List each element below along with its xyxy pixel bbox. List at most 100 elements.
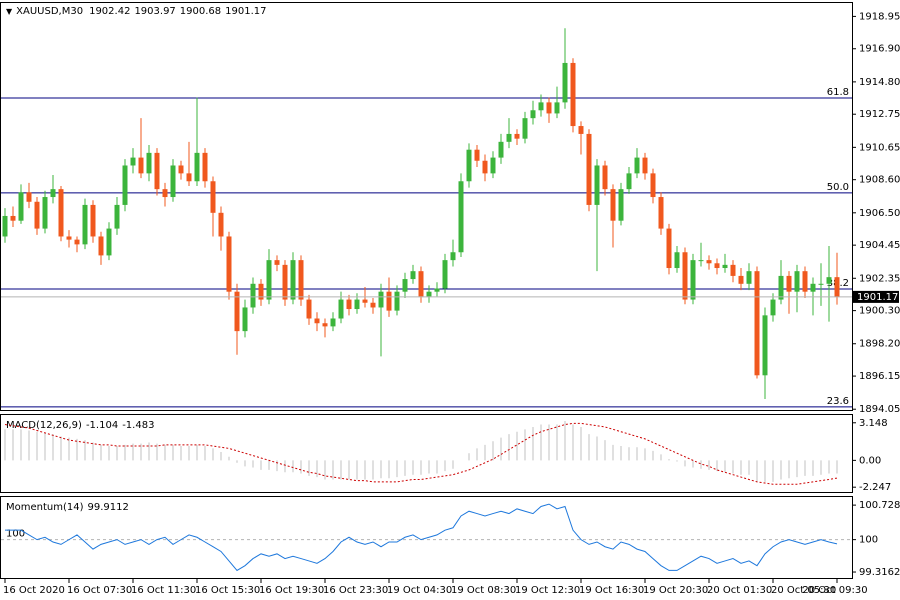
- candle-body: [810, 283, 816, 292]
- candle-body: [642, 157, 648, 174]
- candle-body: [386, 291, 392, 311]
- candle-body: [370, 302, 376, 308]
- candle-body: [602, 165, 608, 190]
- candle-body: [202, 152, 208, 182]
- y-tick-label: 1900.30: [859, 306, 900, 317]
- candle-body: [154, 152, 160, 190]
- y-tick-label: 1898.20: [859, 339, 900, 350]
- candle-body: [538, 102, 544, 111]
- candle-body: [186, 173, 192, 182]
- candle-body: [770, 299, 776, 316]
- candle-body: [514, 133, 520, 139]
- current-price-box: [853, 290, 899, 303]
- candle-body: [10, 215, 16, 221]
- candle-body: [786, 275, 792, 292]
- current-price-label: 1901.17: [857, 292, 898, 303]
- y-tick-label: 1918.95: [859, 11, 900, 22]
- open-value: 1902.42: [89, 6, 130, 17]
- candle-body: [738, 275, 744, 284]
- signal-line: [4, 422, 838, 485]
- x-tick-label: 20 Oct 01:30: [707, 585, 772, 596]
- candle-body: [250, 283, 256, 308]
- y-tick-label: 1894.05: [859, 404, 900, 415]
- fib-label: 23.6: [827, 396, 849, 407]
- y-tick-label: 0.00: [859, 455, 881, 466]
- candle-body: [626, 173, 632, 190]
- candle-body: [434, 288, 440, 292]
- candle-body: [242, 307, 248, 332]
- candle-body: [346, 299, 352, 310]
- candle-body: [258, 283, 264, 300]
- candle-body: [42, 197, 48, 229]
- candle-body: [682, 252, 688, 300]
- candle-body: [194, 152, 200, 182]
- candle-body: [90, 204, 96, 237]
- candle-body: [826, 277, 832, 284]
- candle-body: [746, 271, 752, 284]
- y-tick-label: 3.148: [859, 418, 888, 429]
- price-pane: [0, 2, 853, 411]
- candle-body: [834, 277, 840, 297]
- candle-body: [178, 165, 184, 174]
- candle-body: [714, 263, 720, 269]
- candle-body: [690, 260, 696, 300]
- fib-label: 61.8: [827, 87, 849, 98]
- candle-body: [490, 157, 496, 174]
- candle-body: [66, 236, 72, 240]
- macd-pane: [0, 414, 853, 493]
- candle-body: [730, 264, 736, 276]
- candle-body: [618, 189, 624, 221]
- y-tick-label: 1914.80: [859, 77, 900, 88]
- momentum-header: Momentum(14) 99.9112: [6, 502, 129, 513]
- x-tick-label: 19 Oct 12:30: [515, 585, 580, 596]
- candle-body: [418, 271, 424, 297]
- low-value: 1900.68: [180, 6, 221, 17]
- chart-header: ▼ XAUUSD,M30 1902.42 1903.97 1900.68 1901.17: [6, 6, 267, 17]
- candle-body: [402, 279, 408, 292]
- x-tick-label: 19 Oct 16:30: [579, 585, 644, 596]
- y-tick-label: 100: [859, 535, 878, 546]
- candle-body: [82, 204, 88, 245]
- candle-body: [426, 291, 432, 297]
- x-tick-label: 16 Oct 23:30: [323, 585, 388, 596]
- candle-body: [122, 165, 128, 205]
- y-tick-label: 1916.90: [859, 44, 900, 55]
- candle-body: [610, 189, 616, 221]
- candle-body: [170, 165, 176, 198]
- momentum-title: Momentum(14): [6, 502, 84, 513]
- y-tick-label: 1896.15: [859, 371, 900, 382]
- candle-body: [130, 157, 136, 166]
- candle-body: [330, 318, 336, 327]
- candle-body: [722, 264, 728, 269]
- candle-body: [106, 228, 112, 256]
- candle-body: [530, 110, 536, 119]
- level-label: 100: [6, 529, 25, 540]
- candle-body: [298, 260, 304, 300]
- candle-body: [266, 260, 272, 300]
- x-tick-label: 16 Oct 2020: [3, 585, 65, 596]
- candle-body: [666, 228, 672, 269]
- candle-body: [802, 271, 808, 292]
- candle-body: [218, 212, 224, 237]
- candle-body: [234, 291, 240, 332]
- candle-body: [338, 299, 344, 319]
- candle-body: [762, 315, 768, 376]
- x-tick-label: 16 Oct 19:30: [259, 585, 324, 596]
- candle-body: [226, 236, 232, 292]
- candle-body: [522, 118, 528, 139]
- menu-arrow[interactable]: ▼: [6, 7, 13, 16]
- candle-body: [162, 189, 168, 198]
- fib-label: 50.0: [827, 182, 849, 193]
- candle-body: [314, 318, 320, 324]
- candle-body: [74, 239, 80, 245]
- candle-body: [26, 192, 32, 202]
- candle-body: [410, 271, 416, 280]
- candle-body: [450, 252, 456, 261]
- high-value: 1903.97: [134, 6, 175, 17]
- momentum-value: 99.9112: [88, 502, 129, 513]
- candle-body: [754, 271, 760, 376]
- candle-body: [362, 299, 368, 303]
- candle-body: [570, 62, 576, 127]
